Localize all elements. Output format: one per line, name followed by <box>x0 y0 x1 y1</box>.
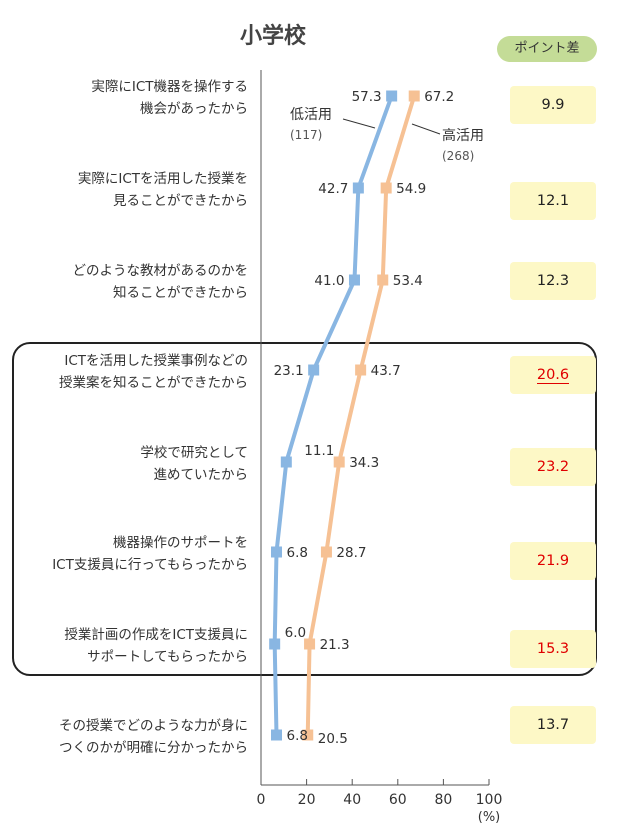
data-point-high <box>302 729 314 741</box>
series-line-high <box>305 95 417 736</box>
x-tick-label: 100 <box>476 792 503 808</box>
x-unit-label: (%) <box>478 810 501 825</box>
point-diff-box: 21.9 <box>510 542 596 580</box>
high-leader-line <box>411 123 441 135</box>
category-label-line: 授業案を知ることができたから <box>59 375 248 391</box>
data-label-low: 11.1 <box>304 443 334 459</box>
data-point-high <box>408 90 420 102</box>
category-label-line: どのような教材があるのかを <box>72 263 249 279</box>
category-label-line: サポートしてもらったから <box>87 649 248 665</box>
data-point-low <box>269 638 281 650</box>
category-label-line: 実際にICTを活用した授業を <box>77 171 248 187</box>
highlight-box <box>12 342 597 676</box>
category-label: 機器操作のサポートを ICT支援員に行ってもらったから <box>0 532 248 576</box>
category-label-line: 知ることができたから <box>113 285 248 301</box>
point-diff-header: ポイント差 <box>497 36 597 62</box>
category-label-line: 授業計画の作成をICT支援員に <box>64 627 248 643</box>
data-label-high: 21.3 <box>320 637 350 653</box>
data-point-low <box>271 546 283 558</box>
data-point-low <box>386 90 398 102</box>
data-point-high <box>355 364 367 376</box>
data-point-high <box>304 638 316 650</box>
data-label-high: 54.9 <box>396 181 426 197</box>
low-leader-line <box>342 118 376 129</box>
data-point-low <box>348 274 360 286</box>
data-point-low <box>271 729 283 741</box>
data-label-high: 67.2 <box>424 89 454 105</box>
data-label-high: 43.7 <box>371 363 401 379</box>
data-point-low <box>352 182 364 194</box>
category-label: ICTを活用した授業事例などの 授業案を知ることができたから <box>0 350 248 394</box>
category-label-line: 学校で研究として <box>140 445 248 461</box>
series-line-low <box>272 95 394 736</box>
data-point-high <box>333 456 345 468</box>
category-label-line: 機器操作のサポートを <box>113 535 248 551</box>
x-tick-label: 0 <box>257 792 266 808</box>
point-diff-value: 13.7 <box>536 717 570 733</box>
point-diff-box: 12.1 <box>510 182 596 220</box>
chart-title: 小学校 <box>240 24 307 49</box>
data-label-low: 6.0 <box>285 625 306 641</box>
category-label-line: 実際にICT機器を操作する <box>91 79 248 95</box>
point-diff-value: 12.1 <box>536 193 570 209</box>
data-label-high: 34.3 <box>349 455 379 471</box>
x-tick-label: 40 <box>343 792 361 808</box>
x-tick-label: 60 <box>389 792 407 808</box>
point-diff-box: 23.2 <box>510 448 596 486</box>
data-point-low <box>308 364 320 376</box>
data-point-high <box>380 182 392 194</box>
x-tick-label: 80 <box>434 792 452 808</box>
x-tick-label: 20 <box>298 792 316 808</box>
category-label-line: その授業でどのような力が身に <box>59 718 248 734</box>
data-label-high: 28.7 <box>336 545 366 561</box>
category-label-line: ICT支援員に行ってもらったから <box>52 557 248 573</box>
category-label: 実際にICT機器を操作する機会があったから <box>0 76 248 120</box>
data-label-high: 20.5 <box>318 731 348 747</box>
data-label-low: 41.0 <box>314 273 344 289</box>
point-diff-box: 12.3 <box>510 262 596 300</box>
category-label: その授業でどのような力が身に つくのかが明確に分かったから <box>0 715 248 759</box>
category-label-line: ICTを活用した授業事例などの <box>64 353 248 369</box>
data-point-high <box>320 546 332 558</box>
point-diff-value: 12.3 <box>536 273 570 289</box>
category-label: 授業計画の作成をICT支援員にサポートしてもらったから <box>0 624 248 668</box>
category-label-line: 見ることができたから <box>113 193 248 209</box>
data-label-low: 57.3 <box>352 89 382 105</box>
category-label-line: つくのかが明確に分かったから <box>59 740 248 756</box>
category-label-line: 機会があったから <box>140 101 248 117</box>
category-label-line: 進めていたから <box>153 467 249 483</box>
data-point-high <box>377 274 389 286</box>
point-diff-value: 21.9 <box>536 553 570 569</box>
category-label: どのような教材があるのかを知ることができたから <box>0 260 249 304</box>
series-n-low: (117) <box>290 128 322 142</box>
data-point-low <box>280 456 292 468</box>
point-diff-value: 23.2 <box>536 459 570 475</box>
series-n-high: (268) <box>442 149 474 163</box>
point-diff-box: 20.6 <box>510 356 596 394</box>
point-diff-value: 20.6 <box>536 367 570 384</box>
point-diff-value: 9.9 <box>541 97 565 113</box>
data-label-low: 6.8 <box>287 728 308 744</box>
point-diff-value: 15.3 <box>536 641 570 657</box>
point-diff-box: 15.3 <box>510 630 596 668</box>
series-name-high: 高活用 <box>442 127 484 144</box>
data-label-low: 6.8 <box>287 545 308 561</box>
data-label-low: 42.7 <box>318 181 348 197</box>
series-name-low: 低活用 <box>290 107 332 123</box>
data-label-high: 53.4 <box>393 273 423 289</box>
category-label: 実際にICTを活用した授業を見ることができたから <box>0 168 248 212</box>
data-label-low: 23.1 <box>274 363 304 379</box>
point-diff-box: 13.7 <box>510 706 596 744</box>
point-diff-box: 9.9 <box>510 86 596 124</box>
category-label: 学校で研究として進めていたから <box>0 442 248 486</box>
